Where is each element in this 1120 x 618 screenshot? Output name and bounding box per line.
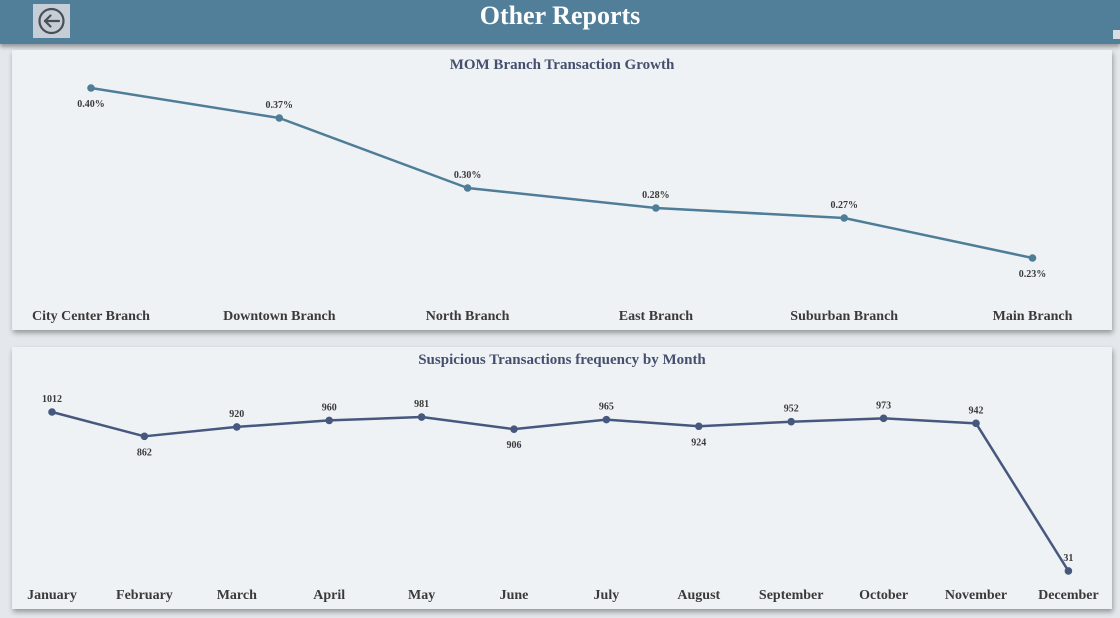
- category-label: Main Branch: [993, 309, 1073, 324]
- data-label: 960: [322, 402, 337, 413]
- data-point[interactable]: [48, 408, 56, 416]
- data-point[interactable]: [325, 416, 334, 425]
- series-line: [90, 86, 1033, 260]
- chart-title: MOM Branch Transaction Growth: [450, 57, 675, 73]
- data-label: 31: [1063, 553, 1073, 564]
- data-point[interactable]: [140, 432, 149, 441]
- category-label: June: [500, 588, 529, 603]
- data-point[interactable]: [275, 114, 284, 122]
- category-label: October: [859, 588, 908, 603]
- category-label: July: [594, 588, 620, 603]
- category-label: Suburban Branch: [790, 309, 898, 324]
- data-point[interactable]: [417, 413, 426, 421]
- branch-growth-chart-panel: MOM Branch Transaction Growth 0.40% City C…: [12, 50, 1112, 330]
- data-point[interactable]: [840, 214, 848, 222]
- data-point[interactable]: [87, 84, 95, 92]
- data-point[interactable]: [1028, 254, 1037, 262]
- data-label: 952: [784, 404, 799, 415]
- data-label: 965: [599, 402, 614, 413]
- back-button[interactable]: [33, 4, 70, 38]
- header-bar: Other Reports: [0, 0, 1120, 44]
- data-label: 973: [876, 400, 891, 411]
- suspicious-transactions-chart: Suspicious Transactions frequency by Mon…: [27, 352, 1099, 603]
- data-point[interactable]: [972, 419, 980, 428]
- data-point[interactable]: [1064, 567, 1073, 575]
- category-label: September: [759, 588, 824, 603]
- data-label: 0.27%: [830, 200, 858, 211]
- arrow-left-circle-icon: [38, 7, 65, 35]
- data-label: 924: [691, 437, 706, 448]
- data-label: 0.40%: [77, 99, 105, 110]
- category-label: April: [313, 588, 345, 603]
- data-point[interactable]: [879, 414, 888, 423]
- data-label: 942: [969, 405, 984, 416]
- data-point[interactable]: [233, 423, 241, 431]
- data-point[interactable]: [787, 417, 795, 426]
- data-point[interactable]: [652, 204, 660, 212]
- data-label: 0.28%: [642, 190, 670, 201]
- data-label: 1012: [42, 394, 62, 405]
- category-label: December: [1038, 588, 1099, 603]
- category-label: November: [945, 588, 1007, 603]
- data-label: 0.37%: [266, 100, 294, 111]
- category-label: East Branch: [619, 309, 694, 324]
- category-label: February: [116, 588, 173, 603]
- chart-title: Suspicious Transactions frequency by Mon…: [418, 352, 706, 368]
- resize-handle[interactable]: [1113, 30, 1120, 39]
- category-label: March: [217, 588, 257, 603]
- data-point[interactable]: [510, 425, 518, 433]
- suspicious-transactions-chart-panel: Suspicious Transactions frequency by Mon…: [12, 347, 1112, 609]
- category-label: January: [27, 588, 77, 603]
- data-label: 862: [137, 447, 152, 458]
- category-label: May: [408, 588, 435, 603]
- data-point[interactable]: [463, 184, 472, 192]
- data-label: 906: [507, 440, 522, 451]
- series-line: [51, 410, 1070, 572]
- data-label: 0.30%: [454, 170, 482, 181]
- data-label: 920: [229, 409, 244, 420]
- data-point[interactable]: [695, 422, 703, 431]
- data-label: 981: [414, 399, 429, 410]
- category-label: North Branch: [426, 309, 510, 324]
- category-label: Downtown Branch: [223, 309, 336, 324]
- category-label: August: [677, 588, 720, 603]
- data-label: 0.23%: [1019, 269, 1047, 280]
- branch-growth-chart: MOM Branch Transaction Growth 0.40% City C…: [32, 57, 1073, 324]
- page-title: Other Reports: [479, 1, 641, 30]
- category-label: City Center Branch: [32, 309, 150, 324]
- data-point[interactable]: [602, 415, 611, 424]
